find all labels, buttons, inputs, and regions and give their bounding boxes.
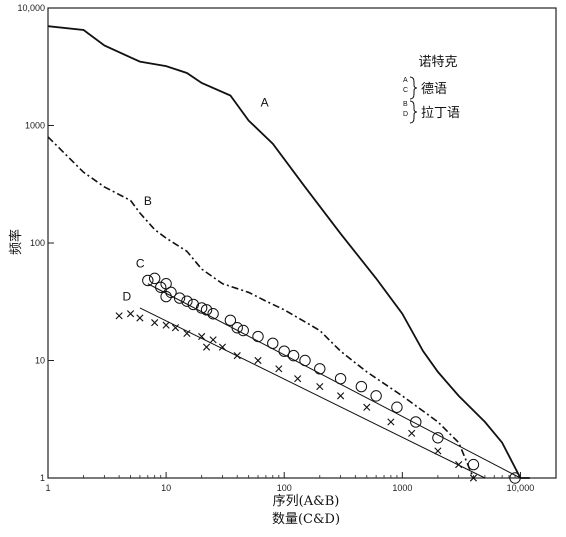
- legend-label-german: 德语: [421, 82, 447, 97]
- series-c-point: [207, 308, 219, 320]
- series-d-point: [183, 329, 191, 338]
- series-d-point: [198, 332, 206, 341]
- series-c-point: [509, 472, 521, 484]
- series-c-point: [187, 298, 200, 311]
- series-d-point: [171, 324, 180, 332]
- series-d-point: [408, 429, 416, 437]
- legend-letter-a: A: [403, 77, 408, 84]
- axis-ticks: 1 10 100 1000 10,000 1 10 100 1000 10,000: [17, 3, 557, 493]
- plot-frame: [47, 7, 557, 479]
- series-d-point: [434, 447, 442, 455]
- series-c-point: [334, 373, 347, 385]
- legend-label-latin: 拉丁语: [421, 106, 460, 121]
- legend: 诺特克 A C B D 德语 拉丁语: [403, 55, 460, 124]
- series-d-point: [336, 392, 345, 400]
- series-d-point: [363, 403, 371, 411]
- series-c-label: C: [136, 257, 145, 271]
- y-tick-label: 10: [35, 356, 45, 366]
- x-tick-label: 10,000: [507, 483, 535, 493]
- series-d-point: [387, 418, 395, 426]
- series-d-point: [202, 343, 211, 351]
- series-c-point: [410, 416, 422, 428]
- series-c-point: [432, 432, 444, 444]
- legend-letter-d: D: [403, 111, 408, 118]
- x-tick-label: 1000: [392, 483, 412, 493]
- series-c-point: [165, 286, 177, 299]
- series-c-point: [181, 295, 193, 307]
- series-d-point: [294, 375, 302, 383]
- series-d-point: [136, 314, 144, 322]
- series-c-fit-line: [147, 283, 521, 479]
- series-d-point: [275, 365, 283, 373]
- series-c-point: [148, 272, 161, 285]
- x-tick-label: 100: [277, 483, 292, 493]
- series-c-point: [370, 390, 382, 402]
- x-axis-label-line-2: 数量(C&D): [272, 512, 340, 527]
- series-c-point: [467, 458, 480, 471]
- series-c-point: [314, 363, 326, 375]
- series-markers: [115, 272, 521, 484]
- legend-brace-bottom: [409, 100, 418, 124]
- series-a-label: A: [261, 96, 269, 110]
- series-c-point: [224, 314, 237, 326]
- series-c-point: [231, 322, 243, 334]
- series-d-point: [316, 382, 324, 391]
- series-c-point: [287, 349, 300, 362]
- series-d-point: [233, 352, 241, 360]
- series-d-point: [115, 312, 123, 320]
- series-c-point: [299, 354, 311, 367]
- series-c-point: [173, 292, 186, 304]
- series-c-point: [355, 380, 368, 393]
- series-c-point: [391, 401, 403, 413]
- x-axis-label-line-1: 序列(A&B): [273, 494, 340, 509]
- y-axis-label: 频率: [8, 229, 24, 255]
- y-tick-label: 10,000: [17, 3, 45, 13]
- series-d-point: [455, 461, 463, 469]
- series-c-point: [142, 274, 154, 287]
- series-c-point: [195, 302, 208, 314]
- series-d-label: D: [123, 289, 132, 303]
- y-tick-label: 1: [40, 473, 45, 483]
- y-tick-label: 1000: [25, 121, 45, 131]
- x-tick-label: 1: [45, 483, 50, 493]
- series-b-label: B: [144, 194, 152, 208]
- x-tick-label: 10: [161, 483, 171, 493]
- series-c-point: [237, 324, 249, 337]
- y-tick-label: 100: [30, 238, 45, 248]
- legend-title: 诺特克: [418, 55, 457, 70]
- series-d-point: [469, 474, 478, 482]
- series-c-point: [278, 345, 290, 357]
- series-b-line: [47, 136, 475, 479]
- series-d-fit-line: [139, 307, 486, 479]
- legend-brace-top: [409, 76, 418, 100]
- series-d-point: [151, 319, 159, 327]
- series-d-point: [126, 310, 135, 318]
- series-d-point: [218, 343, 227, 351]
- series-c-point: [252, 330, 264, 343]
- series-c-point: [200, 304, 213, 316]
- series-d-point: [209, 336, 217, 344]
- series-c-point: [160, 278, 172, 290]
- legend-letter-c: C: [403, 87, 408, 94]
- series-d-point: [254, 356, 262, 365]
- series-a-line: [47, 25, 530, 479]
- series-c-point: [267, 337, 279, 350]
- series-d-point: [162, 321, 170, 329]
- legend-letter-b: B: [403, 101, 408, 108]
